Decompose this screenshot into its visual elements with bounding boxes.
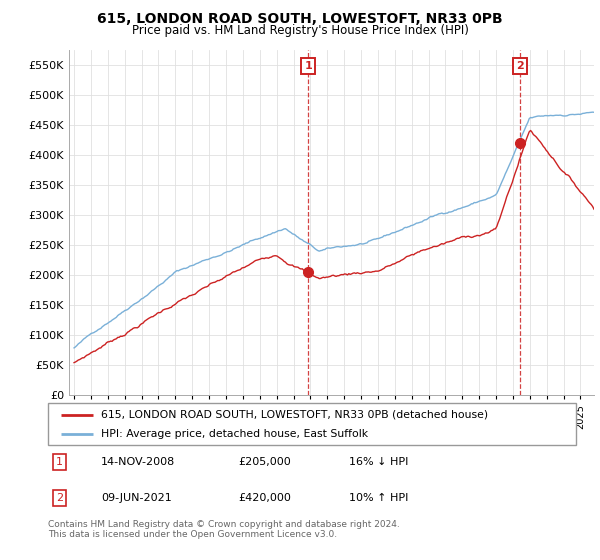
- Text: 2: 2: [56, 493, 63, 503]
- Text: HPI: Average price, detached house, East Suffolk: HPI: Average price, detached house, East…: [101, 429, 368, 439]
- Text: Contains HM Land Registry data © Crown copyright and database right 2024.
This d: Contains HM Land Registry data © Crown c…: [48, 520, 400, 539]
- Text: 615, LONDON ROAD SOUTH, LOWESTOFT, NR33 0PB (detached house): 615, LONDON ROAD SOUTH, LOWESTOFT, NR33 …: [101, 409, 488, 419]
- Text: 16% ↓ HPI: 16% ↓ HPI: [349, 457, 409, 467]
- Text: £420,000: £420,000: [238, 493, 291, 503]
- Text: 2: 2: [517, 61, 524, 71]
- Text: 615, LONDON ROAD SOUTH, LOWESTOFT, NR33 0PB: 615, LONDON ROAD SOUTH, LOWESTOFT, NR33 …: [97, 12, 503, 26]
- Text: 1: 1: [304, 61, 312, 71]
- Text: 1: 1: [56, 457, 63, 467]
- Text: 14-NOV-2008: 14-NOV-2008: [101, 457, 175, 467]
- Text: £205,000: £205,000: [238, 457, 291, 467]
- Text: Price paid vs. HM Land Registry's House Price Index (HPI): Price paid vs. HM Land Registry's House …: [131, 24, 469, 36]
- Text: 10% ↑ HPI: 10% ↑ HPI: [349, 493, 409, 503]
- FancyBboxPatch shape: [48, 403, 576, 445]
- Text: 09-JUN-2021: 09-JUN-2021: [101, 493, 172, 503]
